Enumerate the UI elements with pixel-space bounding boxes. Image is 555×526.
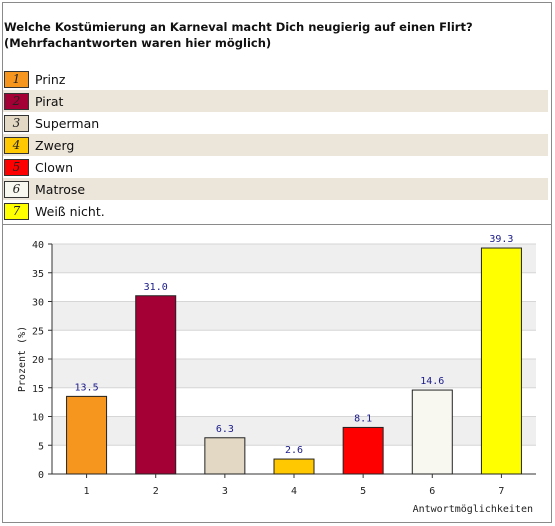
y-tick-label: 5 (38, 441, 44, 452)
grid-band (52, 244, 536, 273)
bar (273, 458, 315, 475)
bar-value-label: 13.5 (75, 382, 99, 393)
bar-value-label: 39.3 (489, 234, 513, 245)
legend-swatch: 5 (4, 158, 29, 176)
y-tick-label: 0 (38, 470, 44, 481)
legend-label: Clown (35, 159, 73, 175)
bar (411, 389, 453, 475)
legend-item: 5 Clown (3, 156, 548, 178)
y-tick-label: 25 (32, 326, 44, 337)
title-line-2: (Mehrfachantworten waren hier möglich) (4, 36, 272, 50)
legend-swatch: 4 (4, 136, 29, 154)
x-tick-label: 3 (222, 486, 228, 497)
legend-item: 2 Pirat (3, 90, 548, 112)
legend-item: 1 Prinz (3, 68, 548, 90)
x-tick-label: 5 (360, 486, 366, 497)
legend-label: Weiß nicht. (35, 203, 105, 219)
y-tick-label: 10 (32, 413, 44, 424)
x-tick-label: 6 (429, 486, 435, 497)
legend-item: 6 Matrose (3, 178, 548, 200)
legend-swatch: 2 (4, 92, 29, 110)
y-tick-label: 20 (32, 355, 44, 366)
legend-label: Superman (35, 115, 100, 131)
legend-item: 3 Superman (3, 112, 548, 134)
y-tick-label: 40 (32, 240, 44, 251)
x-axis-label: Antwortmöglichkeiten (413, 504, 533, 515)
x-tick-label: 1 (84, 486, 90, 497)
legend-label: Matrose (35, 181, 86, 197)
y-tick-label: 15 (32, 384, 44, 395)
legend-label: Pirat (35, 93, 64, 109)
y-tick-label: 30 (32, 298, 44, 309)
bar-value-label: 6.3 (216, 424, 234, 435)
bar (66, 395, 108, 475)
bar (480, 247, 522, 475)
bar (135, 295, 177, 475)
x-tick-label: 4 (291, 486, 297, 497)
legend-swatch: 1 (4, 70, 29, 88)
legend-swatch: 7 (4, 202, 29, 220)
y-tick-label: 35 (32, 269, 44, 280)
bar (342, 426, 384, 475)
legend-item: 7 Weiß nicht. (3, 200, 548, 222)
legend-label: Zwerg (35, 137, 75, 153)
grid-band (52, 416, 536, 446)
bar-value-label: 8.1 (354, 413, 372, 424)
legend-label: Prinz (35, 71, 66, 87)
bar (204, 437, 246, 475)
bar-value-label: 2.6 (285, 445, 303, 456)
y-axis-label: Prozent (%) (17, 326, 28, 392)
legend: 1 Prinz 2 Pirat 3 Superman 4 Zwerg 5 Clown 6 Matros… (3, 68, 548, 222)
bar-value-label: 14.6 (420, 376, 444, 387)
x-tick-label: 2 (153, 486, 159, 497)
title-line-1: Welche Kostümierung an Karneval macht Di… (4, 20, 473, 34)
legend-item: 4 Zwerg (3, 134, 548, 156)
legend-swatch: 3 (4, 114, 29, 132)
grid-band (52, 359, 536, 388)
separator (2, 224, 551, 225)
bar-value-label: 31.0 (144, 282, 168, 293)
x-tick-label: 7 (498, 486, 504, 497)
legend-swatch: 6 (4, 180, 29, 198)
grid-band (52, 301, 536, 331)
chart-title: Welche Kostümierung an Karneval macht Di… (4, 19, 544, 51)
